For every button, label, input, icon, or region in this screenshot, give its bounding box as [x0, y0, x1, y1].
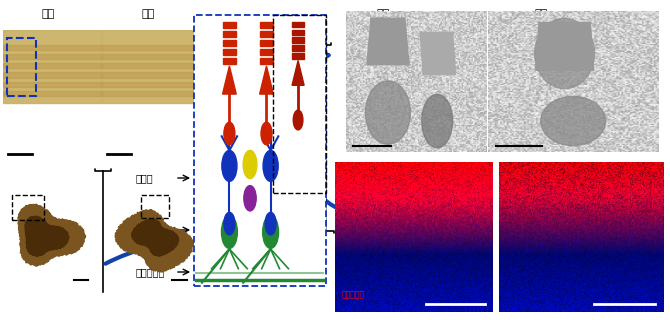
Text: 視細胞: 視細胞: [136, 173, 153, 183]
Bar: [260, 58, 273, 64]
Text: 神経網膜: 神経網膜: [56, 225, 80, 235]
Bar: [292, 37, 304, 43]
Polygon shape: [115, 210, 194, 272]
Bar: [222, 22, 237, 28]
Circle shape: [243, 150, 257, 179]
Text: 内節: 内節: [357, 287, 366, 297]
Bar: [12, 195, 44, 220]
Text: 結合
線毛: 結合 線毛: [568, 238, 576, 252]
Bar: [222, 49, 237, 55]
Text: 健常: 健常: [368, 163, 381, 173]
Text: 疾患: 疾患: [141, 9, 155, 19]
Text: 内節: 内節: [509, 287, 518, 297]
Bar: [292, 29, 304, 35]
Bar: [292, 53, 304, 59]
Circle shape: [244, 186, 256, 211]
Bar: [222, 31, 237, 37]
Circle shape: [261, 122, 272, 145]
Circle shape: [224, 122, 235, 145]
Text: 双極細胞: 双極細胞: [136, 225, 159, 235]
Polygon shape: [535, 22, 594, 70]
Text: 健常: 健常: [377, 9, 390, 19]
Circle shape: [263, 216, 279, 248]
Polygon shape: [367, 18, 409, 65]
Text: 視細胞層: 視細胞層: [285, 67, 310, 77]
Bar: [260, 22, 273, 28]
Text: 疾患: 疾患: [506, 163, 519, 173]
Bar: [222, 40, 237, 46]
Bar: [260, 49, 273, 55]
Bar: [222, 58, 237, 64]
Circle shape: [293, 110, 303, 130]
Bar: [141, 195, 169, 218]
Text: 疾患: 疾患: [535, 9, 547, 19]
Polygon shape: [131, 219, 179, 256]
Polygon shape: [292, 60, 304, 85]
Text: 神経節細胞: 神経節細胞: [136, 267, 165, 277]
Bar: [292, 22, 304, 27]
Bar: [260, 31, 273, 37]
Circle shape: [263, 150, 278, 181]
Circle shape: [222, 216, 237, 248]
Text: 結合
線毛: 結合 線毛: [413, 241, 421, 255]
FancyBboxPatch shape: [194, 15, 326, 285]
Text: ロドプシン: ロドプシン: [341, 290, 364, 299]
Ellipse shape: [421, 94, 453, 148]
Text: 外節: 外節: [357, 203, 366, 212]
Text: 外節: 外節: [509, 198, 518, 207]
Bar: [7, 38, 36, 96]
Bar: [292, 45, 304, 51]
Polygon shape: [420, 32, 456, 75]
Circle shape: [224, 212, 235, 235]
Bar: [260, 40, 273, 46]
Ellipse shape: [535, 18, 594, 89]
Bar: [273, 15, 326, 193]
Polygon shape: [25, 216, 69, 257]
Polygon shape: [222, 66, 237, 94]
Polygon shape: [18, 204, 86, 266]
Circle shape: [265, 212, 276, 235]
Polygon shape: [260, 66, 273, 94]
Circle shape: [222, 150, 237, 181]
Ellipse shape: [541, 96, 606, 146]
Text: 健常: 健常: [42, 9, 55, 19]
Ellipse shape: [365, 81, 411, 144]
